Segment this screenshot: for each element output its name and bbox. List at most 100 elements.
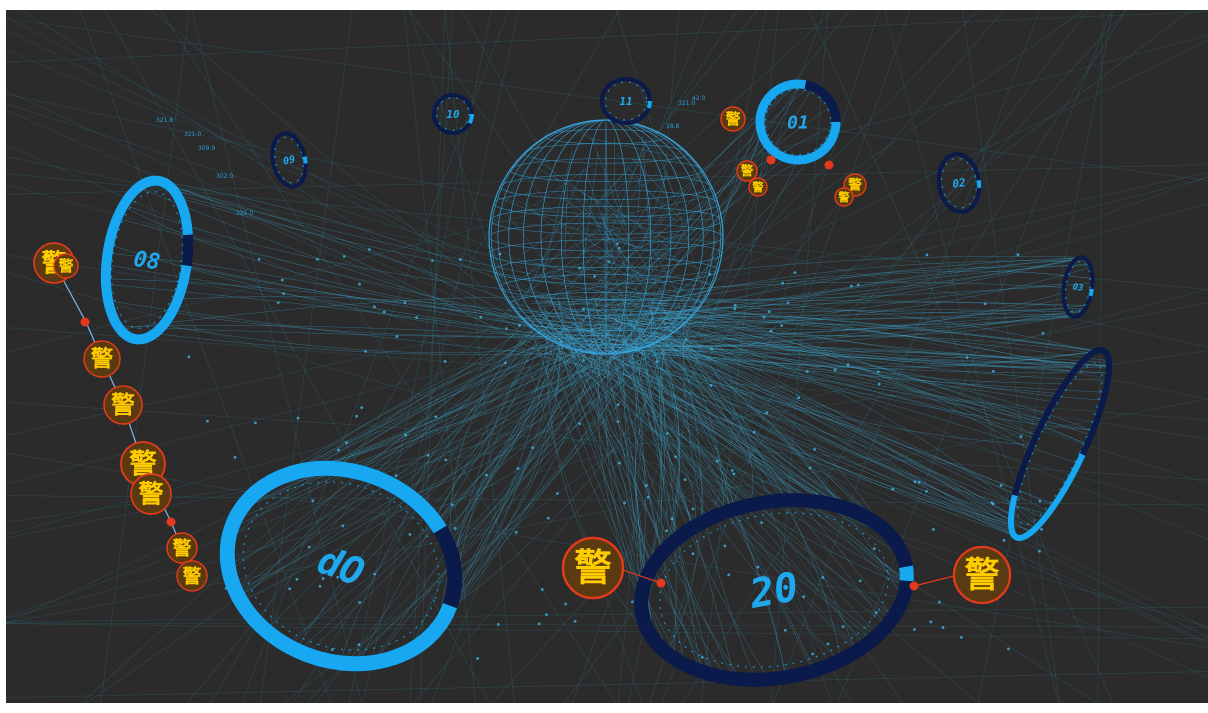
link-node: [336, 575, 340, 579]
ring-label: 03: [1072, 282, 1084, 293]
link-line: [597, 337, 906, 589]
alert-connector: [622, 569, 662, 584]
alert-marker[interactable]: 警: [748, 177, 768, 197]
link-line: [594, 299, 655, 641]
link-line: [117, 218, 631, 344]
sphere-chord: [532, 262, 637, 290]
sphere-chord: [551, 261, 617, 280]
link-node: [311, 499, 315, 503]
link-node: [330, 648, 334, 651]
node-value-label: 18.8: [666, 123, 680, 130]
link-line: [557, 297, 702, 524]
ring-label: 08: [132, 247, 162, 275]
ring-node-11[interactable]: 11: [600, 77, 652, 125]
link-line: [339, 320, 536, 663]
alert-marker[interactable]: 警: [561, 536, 625, 600]
ring-node-side-ring[interactable]: [994, 340, 1126, 548]
link-line: [648, 328, 1037, 529]
link-line: [569, 313, 1077, 330]
ring-node-02[interactable]: 02: [935, 151, 983, 214]
link-line: [564, 320, 653, 567]
alert-marker[interactable]: 警: [83, 340, 121, 378]
link-line: [682, 347, 1095, 369]
ring-node-01[interactable]: 01: [755, 79, 841, 165]
link-line: [663, 349, 1102, 367]
link-line: [241, 344, 615, 602]
link-line: [347, 319, 621, 664]
alert-marker[interactable]: 警: [720, 106, 746, 132]
grid-line: [1097, 10, 1103, 703]
link-node: [780, 324, 784, 328]
link-line: [162, 325, 592, 354]
alert-marker[interactable]: 警: [176, 560, 208, 592]
link-node: [458, 258, 462, 261]
alert-marker[interactable]: 警: [834, 187, 854, 207]
grid-line: [100, 10, 190, 703]
ring-inner-dots: [764, 88, 832, 156]
link-node: [479, 315, 483, 319]
link-line: [579, 306, 1088, 445]
link-line: [572, 301, 734, 679]
link-line: [552, 309, 1099, 351]
link-node: [913, 480, 917, 484]
grid-line: [6, 40, 1208, 625]
alert-marker[interactable]: 警: [736, 160, 758, 182]
network-canvas[interactable]: 01 02 03 08 09 10 11 20 dO 警警警警警警警警警警警警警警警 321.8…: [6, 10, 1208, 703]
ring-node-20[interactable]: 20: [627, 480, 921, 700]
link-node: [709, 383, 713, 387]
link-line: [449, 339, 627, 551]
grid-line: [6, 495, 1208, 506]
alert-badge: [952, 545, 1012, 605]
grid-line: [6, 177, 1208, 485]
link-line: [566, 333, 670, 547]
link-node: [683, 478, 687, 482]
sphere-chord: [606, 236, 699, 269]
link-line: [582, 302, 1110, 367]
link-node: [504, 361, 507, 365]
grid-line: [6, 623, 1208, 640]
link-node: [1016, 253, 1020, 257]
grid-line: [348, 10, 492, 703]
alert-marker[interactable]: 警: [103, 385, 143, 425]
link-line: [555, 123, 837, 320]
link-line: [154, 333, 600, 356]
link-line: [630, 298, 680, 547]
alert-marker[interactable]: 警: [130, 473, 172, 515]
link-node: [364, 349, 367, 353]
link-line: [242, 304, 669, 507]
link-node: [484, 473, 488, 477]
sphere-chord: [631, 211, 687, 309]
link-node: [655, 360, 659, 364]
link-node: [373, 572, 377, 576]
sphere-chord: [519, 209, 673, 219]
alert-marker[interactable]: 警: [952, 545, 1012, 605]
link-line: [665, 314, 1071, 337]
link-node: [564, 602, 568, 606]
alert-marker[interactable]: 警: [166, 532, 198, 564]
grid-line: [79, 10, 332, 703]
perspective-grid: [6, 10, 1208, 703]
sphere-chord: [623, 248, 671, 290]
sphere-latitude: [509, 158, 703, 182]
link-line: [527, 320, 683, 664]
alert-glyph: 警: [91, 347, 114, 373]
network-visualization[interactable]: 01 02 03 08 09 10 11 20 dO 警警警警警警警警警警警警警警警 321.8…: [6, 10, 1208, 703]
link-line: [553, 342, 907, 586]
ring-node-10[interactable]: 10: [432, 93, 474, 135]
link-line: [575, 258, 1078, 323]
central-sphere[interactable]: [488, 119, 724, 355]
ring-inner-dots: [436, 97, 470, 131]
link-node: [670, 517, 674, 521]
ring-node-dO[interactable]: dO: [200, 437, 483, 695]
sphere-chord: [631, 157, 671, 200]
link-node: [826, 642, 830, 646]
ring-node-09[interactable]: 09: [268, 130, 311, 189]
link-line: [565, 319, 1020, 539]
link-node: [545, 613, 548, 617]
sphere-chord: [606, 139, 647, 244]
alert-marker[interactable]: 警: [53, 253, 79, 279]
link-node: [715, 459, 719, 463]
link-node: [546, 516, 550, 520]
ring-node-08[interactable]: 08: [96, 175, 197, 345]
